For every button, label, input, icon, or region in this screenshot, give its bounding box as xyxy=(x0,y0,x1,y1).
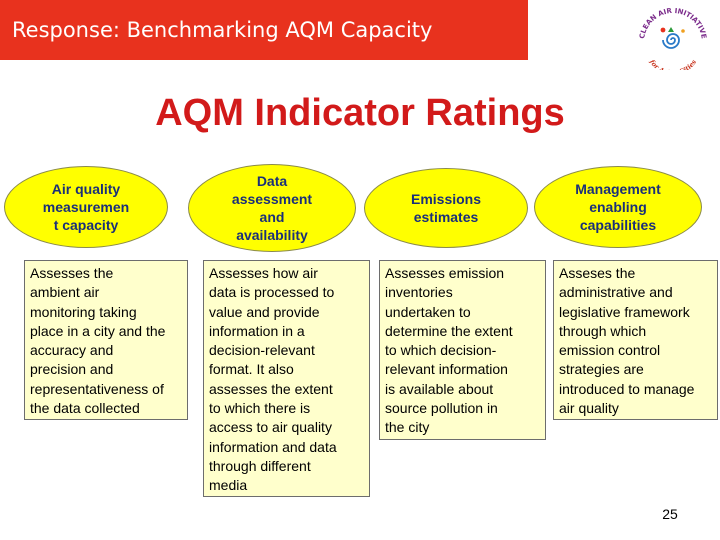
page-number: 25 xyxy=(662,506,678,522)
indicator-title-emissions: Emissions estimates xyxy=(364,168,528,248)
indicator-description-data-assessment: Assesses how air data is processed to va… xyxy=(203,260,370,497)
indicator-title-data-assessment: Data assessment and availability xyxy=(188,164,356,252)
logo-swirl xyxy=(660,27,685,49)
indicator-title-management: Management enabling capabilities xyxy=(534,166,702,248)
page-title: AQM Indicator Ratings xyxy=(155,92,565,134)
indicator-title-air-quality: Air quality measuremen t capacity xyxy=(4,166,168,248)
indicator-description-air-quality: Assesses the ambient air monitoring taki… xyxy=(24,260,188,420)
slide-header-title: Response: Benchmarking AQM Capacity xyxy=(12,18,433,42)
clean-air-initiative-logo-icon: CLEAN AIR INITIATIVE for Asian Cities xyxy=(638,7,708,70)
indicator-description-management: Asseses the administrative and legislati… xyxy=(553,260,718,420)
logo-sub-text: for Asian Cities xyxy=(647,57,698,70)
indicator-description-emissions: Assesses emission inventories undertaken… xyxy=(379,260,546,440)
header-banner: Response: Benchmarking AQM Capacity xyxy=(0,0,528,60)
